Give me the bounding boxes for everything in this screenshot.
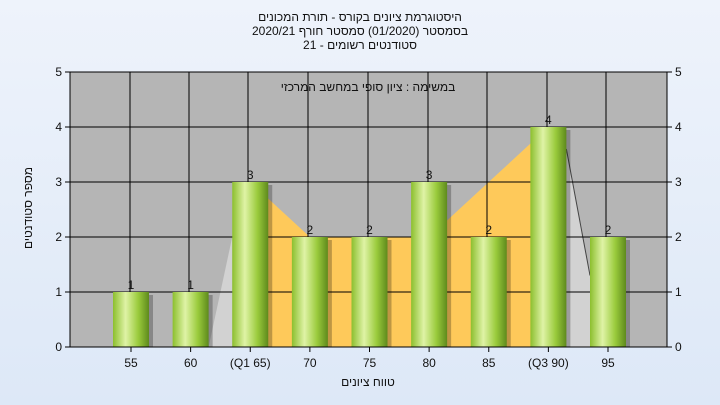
bars: 1 1 3 2 2 3 2 4 2 [113, 113, 630, 347]
chart-registered-count: סטודנטים רשומים - 21 [303, 38, 417, 52]
x-tick-label: (Q3 90) [528, 356, 569, 370]
x-tick-label: 70 [303, 356, 317, 370]
y-tick-label-right: 2 [675, 230, 682, 244]
x-tick-label: 85 [482, 356, 496, 370]
data-label: 2 [366, 223, 373, 237]
y-tick-label-left: 0 [55, 340, 62, 354]
x-tick-label: 80 [422, 356, 436, 370]
bar [411, 182, 448, 347]
chart-subtitle: בסמסטר (01/2020) סמסטר חורף 2020/21 [251, 24, 469, 38]
y-tick-label-left: 1 [55, 285, 62, 299]
bar [351, 237, 388, 347]
data-label: 2 [605, 223, 612, 237]
y-tick-label-right: 4 [675, 120, 682, 134]
y-tick-label-left: 4 [55, 120, 62, 134]
y-tick-label-right: 5 [675, 65, 682, 79]
bar [590, 237, 626, 347]
x-tick-label: 75 [363, 356, 377, 370]
axes: 0 01 12 23 34 45 555 60 (Q1 65) 70 75 80 85 (Q3 90) 95 [55, 65, 682, 370]
y-tick-label-left: 2 [55, 230, 62, 244]
chart-title-block: היסטוגרמת ציונים בקורס - תורת המכונים בס… [0, 10, 720, 52]
data-label: 2 [485, 223, 492, 237]
bar [470, 237, 507, 347]
data-label: 1 [187, 278, 194, 292]
bar [291, 237, 328, 347]
chart-title: היסטוגרמת ציונים בקורס - תורת המכונים [258, 10, 462, 24]
distribution-tail-right [566, 149, 590, 347]
bar [232, 182, 269, 347]
bar [113, 292, 149, 347]
y-tick-label-left: 3 [55, 175, 62, 189]
x-tick-label: (Q1 65) [230, 356, 271, 370]
data-label: 3 [426, 168, 433, 182]
x-tick-label: 55 [124, 356, 138, 370]
y-tick-label-right: 3 [675, 175, 682, 189]
bar [530, 127, 567, 347]
y-axis-label: מספר סטודנטים [21, 167, 35, 249]
x-tick-label: 60 [184, 356, 198, 370]
chart-annotation: במשימה : ציון סופי במחשב המרכזי [281, 80, 456, 94]
y-tick-label-right: 0 [675, 340, 682, 354]
y-tick-label-left: 5 [55, 65, 62, 79]
distribution-tail-line [565, 148, 591, 276]
y-tick-label-right: 1 [675, 285, 682, 299]
data-label: 3 [247, 168, 254, 182]
data-label: 1 [128, 278, 135, 292]
x-axis-label: טווח ציונים [341, 375, 395, 389]
bar [172, 292, 209, 347]
data-label: 4 [545, 113, 552, 127]
data-label: 2 [307, 223, 314, 237]
x-tick-label: 95 [601, 356, 615, 370]
